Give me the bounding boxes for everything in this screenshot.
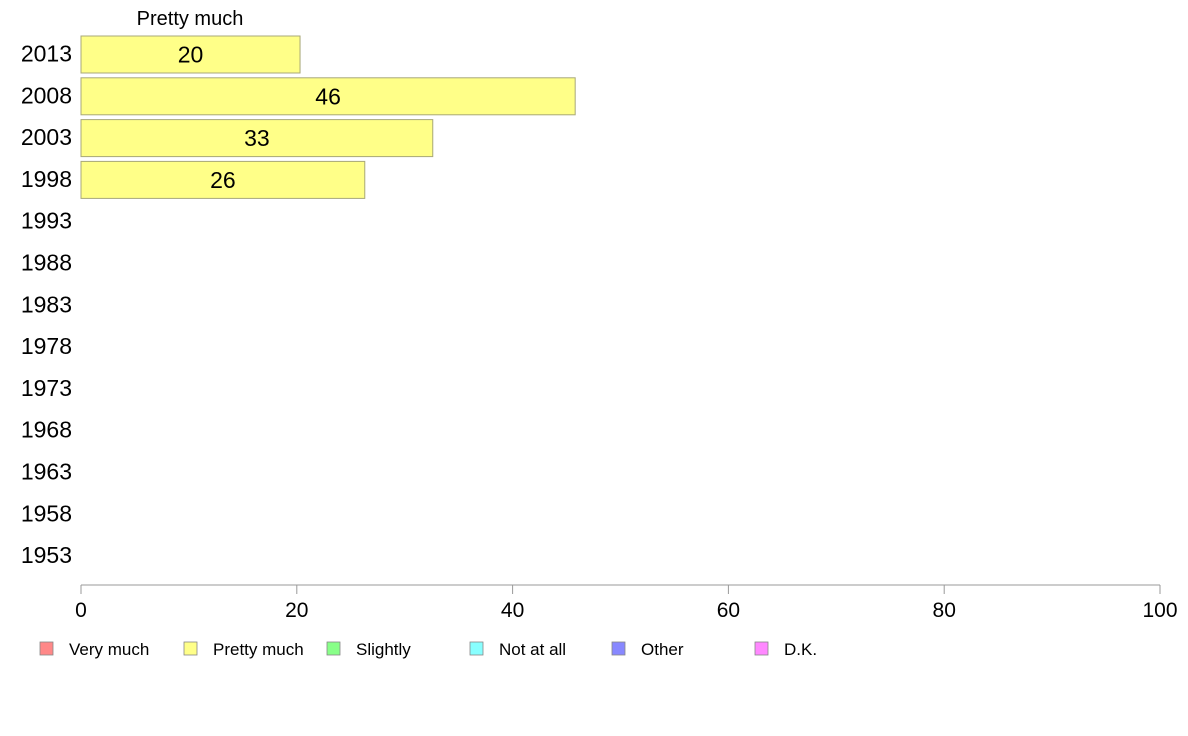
bar: [80, 119, 434, 158]
bar: [80, 77, 576, 116]
bar: [80, 35, 301, 74]
category-label: 2008: [21, 82, 72, 108]
legend-label: Not at all: [499, 640, 566, 659]
legend-swatch: [183, 641, 198, 656]
legend-swatch: [326, 641, 341, 656]
legend-label: Pretty much: [213, 640, 304, 659]
category-label: 1958: [21, 500, 72, 526]
x-tick-label: 80: [933, 599, 956, 622]
category-label: 1998: [21, 166, 72, 192]
x-tick-label: 40: [501, 599, 524, 622]
category-label: 1978: [21, 333, 72, 359]
category-label: 1983: [21, 291, 72, 317]
bar-value-label: 33: [244, 125, 270, 151]
legend-swatch: [469, 641, 484, 656]
legend-swatch: [754, 641, 769, 656]
category-label: 2013: [21, 41, 72, 67]
category-label: 1968: [21, 417, 72, 443]
category-label: 2003: [21, 124, 72, 150]
x-tick-label: 20: [285, 599, 308, 622]
x-tick-label: 60: [717, 599, 740, 622]
legend-label: Slightly: [356, 640, 411, 659]
category-label: 1988: [21, 250, 72, 276]
category-label: 1993: [21, 208, 72, 234]
x-tick-label: 0: [75, 599, 87, 622]
category-label: 1973: [21, 375, 72, 401]
category-label: 1953: [21, 542, 72, 568]
legend-swatch: [611, 641, 626, 656]
legend: Very much Pretty much Slightly Not at all Ot…: [39, 640, 817, 659]
x-axis: 0 20 40 60 80 100: [75, 584, 1178, 622]
category-labels: 2013 2008 2003 1998 1993 1988 1983 1978 1973 1968…: [21, 41, 72, 569]
bar-value-label: 26: [210, 167, 236, 193]
bar: [80, 160, 366, 199]
bar-value-label: 46: [315, 83, 341, 109]
bar-value-label: 20: [178, 42, 204, 68]
category-label: 1963: [21, 459, 72, 485]
legend-label: Very much: [69, 640, 149, 659]
legend-swatch: [39, 641, 54, 656]
bars: 20 46 33 26: [80, 35, 576, 199]
legend-label: D.K.: [784, 640, 817, 659]
chart-title: Pretty much: [137, 8, 244, 30]
x-tick-label: 100: [1142, 599, 1177, 622]
legend-label: Other: [641, 640, 684, 659]
